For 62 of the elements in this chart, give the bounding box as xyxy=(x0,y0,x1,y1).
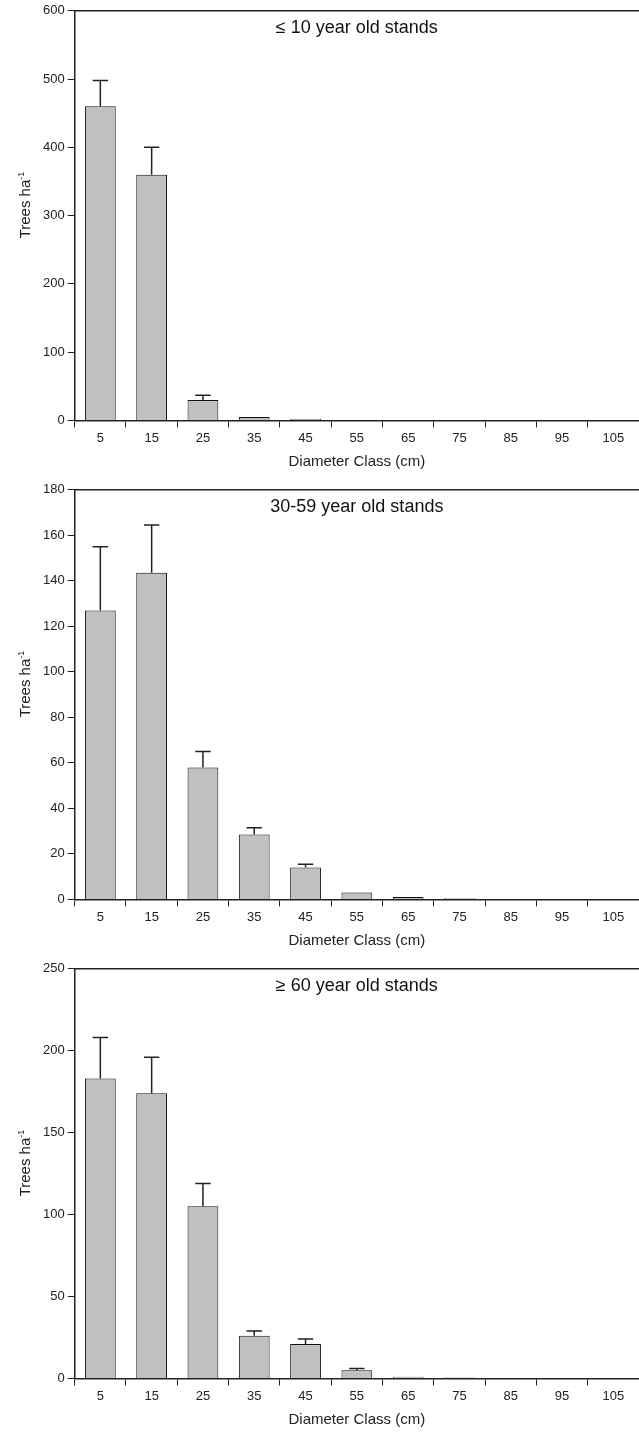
x-tick-label: 25 xyxy=(195,908,211,924)
x-tick-label: 5 xyxy=(96,1387,104,1403)
x-tick-label: 95 xyxy=(554,429,570,445)
x-tick-label: 15 xyxy=(144,908,159,924)
y-tick-label: 0 xyxy=(57,1369,65,1385)
x-tick-label: 55 xyxy=(349,1387,365,1403)
x-tick-label: 65 xyxy=(400,1387,416,1403)
y-tick-label: 250 xyxy=(42,960,65,976)
x-tick-label: 45 xyxy=(298,429,313,445)
y-tick-label: 500 xyxy=(42,70,65,86)
x-tick-label: 95 xyxy=(554,1387,570,1403)
y-tick-label: 50 xyxy=(50,1288,65,1304)
x-tick-label: 65 xyxy=(400,908,416,924)
y-tick-label: 600 xyxy=(42,2,65,18)
y-tick-label: 200 xyxy=(42,1042,65,1058)
x-tick-label: 55 xyxy=(349,429,365,445)
x-tick-label: 85 xyxy=(503,1387,518,1403)
x-tick-label: 35 xyxy=(247,908,262,924)
y-tick-label: 80 xyxy=(50,708,65,724)
x-tick-label: 15 xyxy=(144,429,159,445)
x-tick-label: 65 xyxy=(400,429,416,445)
y-tick-label: 100 xyxy=(42,1206,65,1222)
y-tick-label: 0 xyxy=(57,890,65,906)
y-tick-label: 60 xyxy=(50,754,65,770)
x-tick-label: 35 xyxy=(247,1387,262,1403)
chart-title: ≤ 10 year old stands xyxy=(275,16,438,37)
x-tick-label: 5 xyxy=(96,908,104,924)
x-tick-label: 15 xyxy=(144,1387,159,1403)
x-axis-title: Diameter Class (cm) xyxy=(288,931,426,949)
y-tick-label: 300 xyxy=(42,207,65,223)
x-tick-label: 105 xyxy=(602,429,625,445)
x-tick-label: 105 xyxy=(602,1387,625,1403)
x-tick-label: 45 xyxy=(298,1387,313,1403)
x-tick-label: 75 xyxy=(452,908,467,924)
y-tick-label: 100 xyxy=(42,343,65,359)
x-tick-label: 25 xyxy=(195,429,211,445)
x-tick-label: 95 xyxy=(554,908,570,924)
x-tick-label: 105 xyxy=(602,908,625,924)
x-tick-label: 85 xyxy=(503,429,518,445)
x-tick-label: 25 xyxy=(195,1387,211,1403)
y-tick-label: 140 xyxy=(42,572,65,588)
x-tick-label: 35 xyxy=(247,429,262,445)
y-tick-label: 40 xyxy=(50,799,65,815)
chart-title: ≥ 60 year old stands xyxy=(275,974,438,995)
x-tick-label: 55 xyxy=(349,908,365,924)
y-tick-label: 100 xyxy=(42,663,65,679)
x-tick-label: 5 xyxy=(96,429,104,445)
x-axis-title: Diameter Class (cm) xyxy=(288,452,426,470)
y-tick-label: 0 xyxy=(57,411,65,427)
y-tick-label: 160 xyxy=(42,526,65,542)
chart-title: 30-59 year old stands xyxy=(270,495,444,516)
y-tick-label: 400 xyxy=(42,138,65,154)
y-tick-label: 120 xyxy=(42,617,65,633)
x-tick-label: 75 xyxy=(452,1387,467,1403)
x-tick-label: 75 xyxy=(452,429,467,445)
y-tick-label: 200 xyxy=(42,275,65,291)
y-tick-label: 180 xyxy=(42,481,65,497)
x-tick-label: 85 xyxy=(503,908,518,924)
x-axis-title: Diameter Class (cm) xyxy=(288,1410,426,1428)
x-tick-label: 45 xyxy=(298,908,313,924)
y-tick-label: 20 xyxy=(50,845,65,861)
y-tick-label: 150 xyxy=(42,1124,65,1140)
